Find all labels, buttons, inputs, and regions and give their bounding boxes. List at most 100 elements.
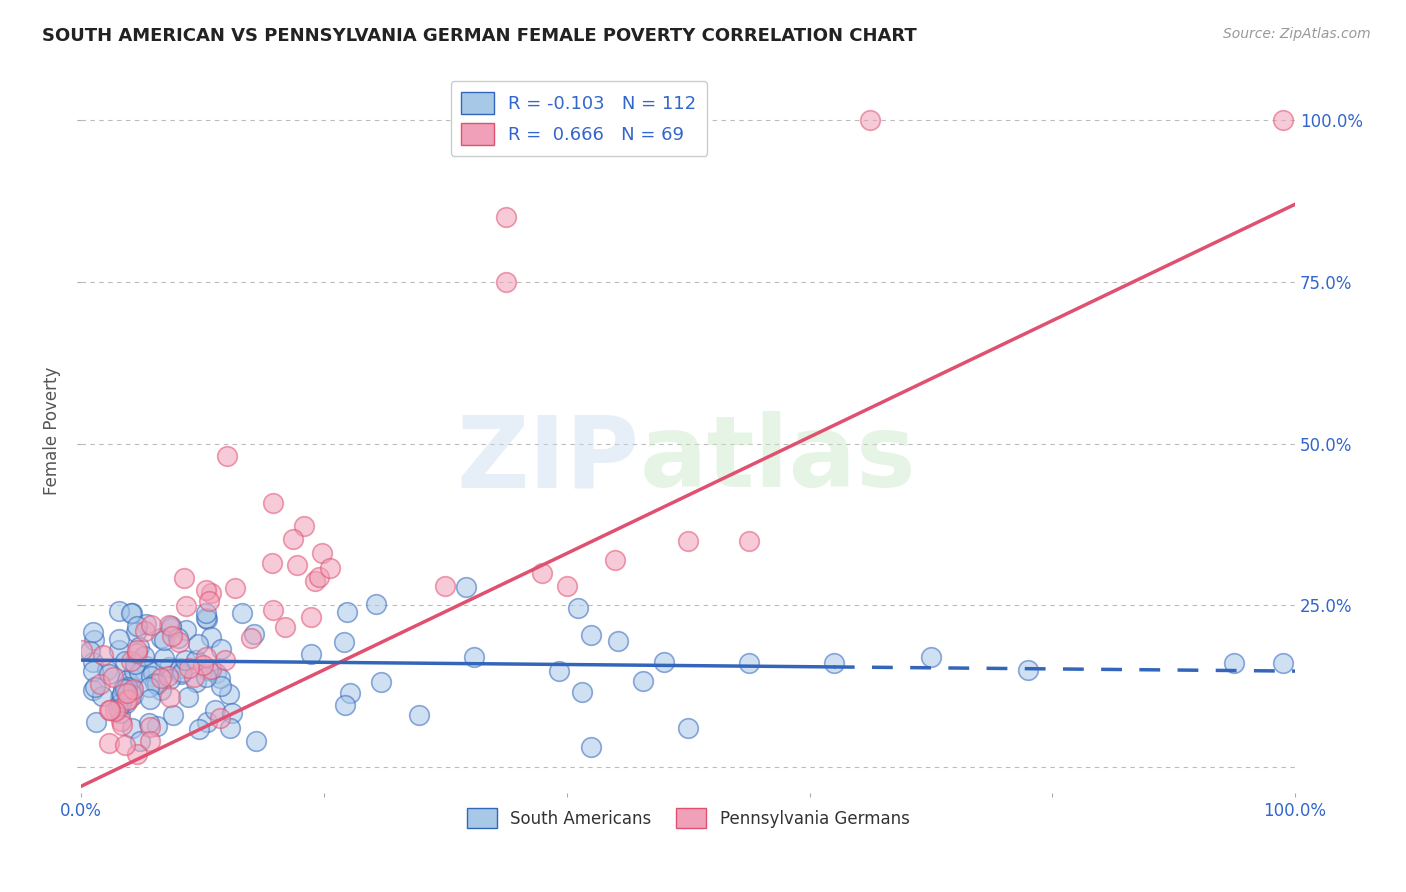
Point bbox=[333, 698, 356, 713]
Point bbox=[1223, 657, 1246, 671]
Point bbox=[108, 706, 131, 720]
Point bbox=[135, 659, 157, 673]
Y-axis label: Female Poverty: Female Poverty bbox=[44, 367, 60, 495]
Point bbox=[120, 654, 142, 668]
Point bbox=[173, 571, 195, 585]
Point bbox=[194, 670, 217, 684]
Point bbox=[110, 714, 132, 728]
Text: SOUTH AMERICAN VS PENNSYLVANIA GERMAN FEMALE POVERTY CORRELATION CHART: SOUTH AMERICAN VS PENNSYLVANIA GERMAN FE… bbox=[42, 27, 917, 45]
Point bbox=[920, 649, 942, 664]
Point bbox=[98, 736, 121, 750]
Point bbox=[204, 703, 226, 717]
Point bbox=[97, 703, 120, 717]
Point bbox=[138, 716, 160, 731]
Point bbox=[197, 663, 219, 677]
Point bbox=[304, 574, 326, 589]
Point bbox=[184, 653, 207, 667]
Point bbox=[152, 651, 174, 665]
Point bbox=[177, 690, 200, 705]
Point bbox=[129, 734, 152, 748]
Point bbox=[205, 665, 228, 680]
Point bbox=[139, 669, 162, 683]
Point bbox=[125, 747, 148, 761]
Point bbox=[364, 598, 387, 612]
Point bbox=[149, 682, 172, 697]
Point bbox=[215, 450, 238, 464]
Point bbox=[124, 657, 146, 671]
Point bbox=[274, 620, 297, 634]
Point bbox=[107, 632, 129, 646]
Point bbox=[262, 603, 284, 617]
Point bbox=[209, 642, 232, 657]
Point bbox=[218, 687, 240, 701]
Point bbox=[146, 719, 169, 733]
Point bbox=[224, 581, 246, 595]
Point bbox=[239, 631, 262, 645]
Point bbox=[134, 648, 156, 663]
Point bbox=[823, 657, 845, 671]
Point bbox=[108, 697, 131, 711]
Point bbox=[82, 664, 104, 678]
Point bbox=[107, 702, 129, 716]
Point bbox=[159, 690, 181, 705]
Point bbox=[370, 675, 392, 690]
Point bbox=[149, 671, 172, 685]
Point bbox=[141, 618, 163, 632]
Point bbox=[339, 686, 361, 700]
Point bbox=[83, 633, 105, 648]
Point bbox=[114, 654, 136, 668]
Point bbox=[98, 667, 121, 681]
Point bbox=[139, 734, 162, 748]
Point bbox=[214, 652, 236, 666]
Text: Source: ZipAtlas.com: Source: ZipAtlas.com bbox=[1223, 27, 1371, 41]
Point bbox=[311, 546, 333, 560]
Point bbox=[115, 686, 138, 700]
Point bbox=[676, 533, 699, 548]
Point bbox=[110, 696, 132, 710]
Point bbox=[548, 664, 571, 678]
Point bbox=[183, 670, 205, 684]
Point bbox=[209, 671, 232, 685]
Point bbox=[82, 655, 104, 669]
Point bbox=[84, 681, 107, 695]
Point bbox=[101, 670, 124, 684]
Point bbox=[434, 579, 457, 593]
Point bbox=[169, 661, 191, 675]
Point bbox=[200, 662, 222, 676]
Point bbox=[301, 610, 323, 624]
Point bbox=[114, 739, 136, 753]
Point bbox=[127, 642, 149, 657]
Point bbox=[108, 690, 131, 705]
Point bbox=[79, 644, 101, 658]
Point bbox=[82, 625, 104, 640]
Point bbox=[184, 674, 207, 689]
Point bbox=[191, 657, 214, 672]
Point bbox=[285, 558, 308, 572]
Point bbox=[135, 617, 157, 632]
Point bbox=[143, 675, 166, 690]
Point bbox=[159, 672, 181, 686]
Point bbox=[555, 579, 578, 593]
Point bbox=[150, 631, 173, 645]
Point bbox=[187, 637, 209, 651]
Point bbox=[170, 665, 193, 680]
Point bbox=[579, 628, 602, 642]
Point bbox=[231, 606, 253, 620]
Point bbox=[108, 643, 131, 657]
Point bbox=[118, 692, 141, 706]
Point bbox=[454, 580, 477, 594]
Point bbox=[139, 691, 162, 706]
Point bbox=[333, 635, 356, 649]
Point bbox=[308, 569, 330, 583]
Point bbox=[134, 624, 156, 639]
Point bbox=[221, 706, 243, 720]
Point bbox=[336, 605, 359, 619]
Point bbox=[283, 533, 305, 547]
Point bbox=[219, 721, 242, 735]
Point bbox=[194, 611, 217, 625]
Point bbox=[125, 625, 148, 640]
Point bbox=[82, 682, 104, 697]
Point bbox=[142, 665, 165, 679]
Point bbox=[115, 696, 138, 710]
Point bbox=[104, 704, 127, 718]
